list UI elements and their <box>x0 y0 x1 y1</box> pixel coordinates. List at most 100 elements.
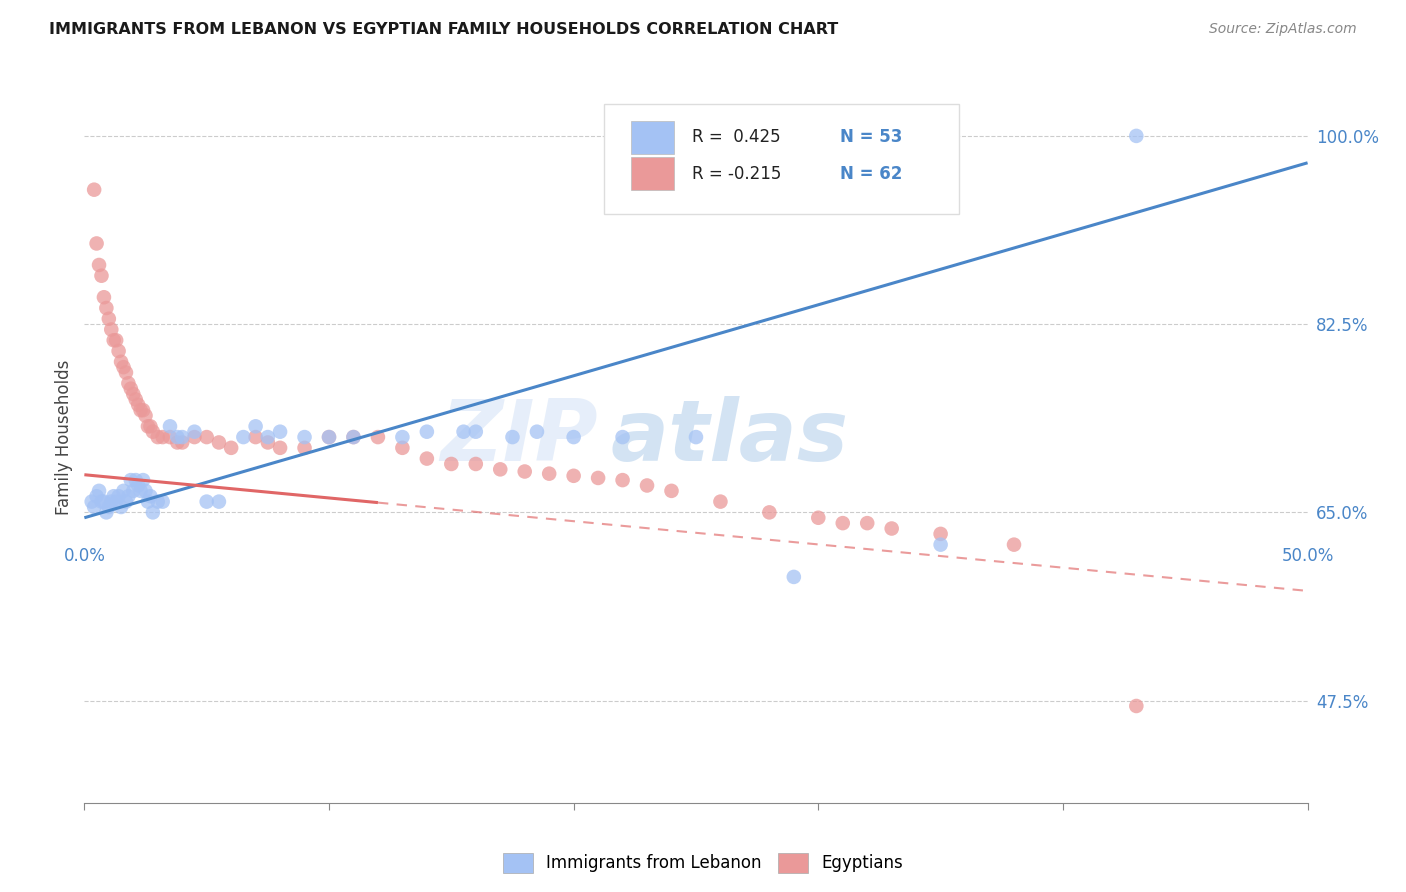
Point <box>136 494 159 508</box>
Point <box>391 441 413 455</box>
Point <box>318 430 340 444</box>
Point <box>661 483 683 498</box>
Point <box>513 465 536 479</box>
Point <box>107 489 129 503</box>
Point <box>132 403 155 417</box>
Point <box>105 494 128 508</box>
Point <box>122 483 145 498</box>
Point <box>127 478 149 492</box>
Point <box>391 430 413 444</box>
Point <box>612 473 634 487</box>
Point <box>1125 128 1147 143</box>
Point <box>132 473 155 487</box>
Point <box>807 510 830 524</box>
Point <box>758 505 780 519</box>
Point <box>586 471 609 485</box>
Point <box>1002 538 1025 552</box>
Point <box>709 494 731 508</box>
Point <box>269 441 291 455</box>
Point <box>685 430 707 444</box>
Point <box>245 419 267 434</box>
Point <box>142 505 165 519</box>
Point <box>112 360 135 375</box>
Point <box>129 483 152 498</box>
Point <box>464 425 486 439</box>
Point <box>146 494 169 508</box>
Point <box>152 494 174 508</box>
Point <box>80 494 103 508</box>
Point <box>612 430 634 444</box>
Point <box>127 398 149 412</box>
Text: 0.0%: 0.0% <box>63 547 105 565</box>
Point <box>117 489 139 503</box>
Point <box>232 430 254 444</box>
Point <box>125 392 148 407</box>
Point <box>112 483 135 498</box>
Point <box>464 457 486 471</box>
Point <box>183 425 205 439</box>
Point <box>342 430 364 444</box>
Point <box>135 409 157 423</box>
Point <box>159 430 181 444</box>
Point <box>87 483 110 498</box>
Point <box>139 419 162 434</box>
Point <box>96 301 118 315</box>
Point <box>96 505 118 519</box>
Legend: Immigrants from Lebanon, Egyptians: Immigrants from Lebanon, Egyptians <box>496 847 910 880</box>
Point <box>120 382 142 396</box>
Point <box>110 355 132 369</box>
Point <box>208 494 231 508</box>
Point <box>90 268 112 283</box>
Point <box>526 425 548 439</box>
Point <box>146 430 169 444</box>
Point <box>489 462 512 476</box>
Point <box>122 387 145 401</box>
Point <box>208 435 231 450</box>
Text: 50.0%: 50.0% <box>1281 547 1334 565</box>
Point <box>783 570 806 584</box>
Point <box>117 376 139 391</box>
Text: N = 62: N = 62 <box>841 165 903 183</box>
Point <box>152 430 174 444</box>
Point <box>87 258 110 272</box>
Point <box>172 435 194 450</box>
Point <box>142 425 165 439</box>
Point <box>318 430 340 444</box>
Point <box>97 311 120 326</box>
Text: atlas: atlas <box>610 395 848 479</box>
Bar <box>631 120 673 153</box>
Point <box>219 441 242 455</box>
Point <box>183 430 205 444</box>
Point <box>83 500 105 514</box>
Point <box>269 425 291 439</box>
Bar <box>631 157 673 190</box>
FancyBboxPatch shape <box>605 104 959 214</box>
Point <box>166 430 188 444</box>
Text: Source: ZipAtlas.com: Source: ZipAtlas.com <box>1209 22 1357 37</box>
Point <box>538 467 561 481</box>
Text: ZIP: ZIP <box>440 395 598 479</box>
Point <box>1125 698 1147 713</box>
Point <box>125 473 148 487</box>
Point <box>83 183 105 197</box>
Point <box>86 236 108 251</box>
Point <box>294 430 316 444</box>
Point <box>440 457 463 471</box>
Point <box>856 516 879 530</box>
Point <box>636 478 658 492</box>
Point <box>129 403 152 417</box>
Point <box>110 500 132 514</box>
Point <box>139 489 162 503</box>
Point <box>93 290 115 304</box>
Point <box>245 430 267 444</box>
Point <box>107 344 129 359</box>
Point <box>929 538 952 552</box>
Point <box>115 366 138 380</box>
Y-axis label: Family Households: Family Households <box>55 359 73 515</box>
Point <box>342 430 364 444</box>
Point <box>880 521 903 535</box>
Point <box>294 441 316 455</box>
Text: N = 53: N = 53 <box>841 128 903 146</box>
Point <box>120 473 142 487</box>
Point <box>100 494 122 508</box>
